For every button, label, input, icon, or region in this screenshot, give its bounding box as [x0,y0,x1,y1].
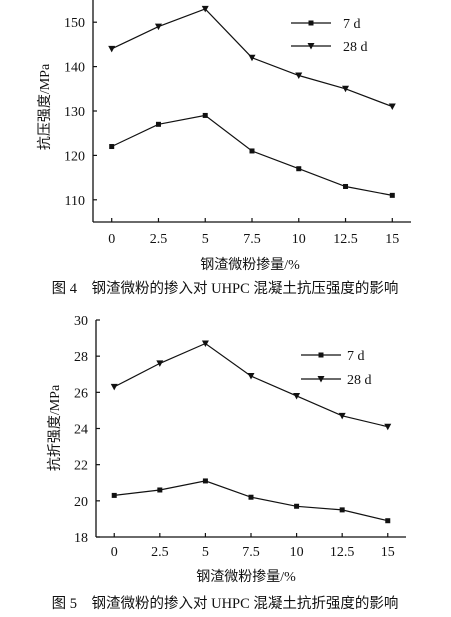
fig5-point-7d [339,507,345,513]
fig4-y-tick-label: 150 [64,16,85,31]
fig5-point-7d [385,518,391,524]
fig4-x-tick-label: 7.5 [243,232,261,247]
fig5-x-tick-label: 7.5 [242,545,260,560]
fig4-legend-label-7d: 7 d [343,17,361,32]
fig5-ticks: 0 2.5 5 7.5 10 12.5 15 18 20 22 24 26 28 30 [74,314,395,560]
fig5-x-tick-label: 5 [202,545,209,560]
fig5-x-axis-label: 钢渣微粉掺量/% [196,568,296,585]
fig4-y-tick-label: 140 [64,61,85,76]
fig5-y-axis-label: 抗折强度/MPa [47,384,63,471]
fig5-y-tick-label: 24 [74,423,88,438]
fig5-series-layer [110,340,392,524]
fig5-legend-marker-28d [317,376,325,383]
figure-4-compressive-strength: 0 2.5 5 7.5 10 12.5 15 110 120 130 140 150 抗压强度/MPa… [37,0,411,297]
fig4-y-tick-label: 120 [64,149,85,164]
fig5-point-28d [247,373,255,380]
fig5-legend-label-7d: 7 d [347,349,365,364]
fig5-point-28d [384,423,392,431]
fig4-x-tick-label: 10 [292,232,306,247]
fig4-point-7d [249,148,255,154]
fig4-series-line-7d [111,114,393,196]
fig5-y-tick-label: 20 [74,495,88,510]
fig5-x-tick-label: 10 [290,545,304,560]
fig4-x-tick-label: 5 [202,232,209,247]
fig5-point-7d [202,478,208,484]
fig5-x-tick-label: 12.5 [330,545,355,560]
fig4-legend-marker-7d [308,20,314,26]
fig4-point-28d [154,23,162,31]
fig4-x-tick-label: 0 [108,232,115,247]
fig4-x-tick-label: 12.5 [333,232,358,247]
fig4-point-7d [343,183,349,189]
fig4-point-7d [109,144,115,150]
fig5-y-tick-label: 22 [74,459,88,474]
fig5-y-tick-label: 28 [74,350,88,365]
fig4-point-7d [389,192,395,198]
fig4-point-28d [295,72,303,79]
fig4-x-axis-label: 钢渣微粉掺量/% [200,256,300,273]
fig4-x-tick-label: 15 [385,232,399,247]
fig5-y-tick-label: 30 [74,314,88,329]
fig5-x-tick-label: 0 [111,545,118,560]
fig4-legend: 7 d 28 d [291,17,368,55]
fig4-y-tick-label: 110 [65,194,85,209]
fig5-x-tick-label: 15 [381,545,395,560]
fig4-series-layer [108,5,396,198]
fig4-x-tick-label: 2.5 [150,232,168,247]
fig5-legend-marker-7d [318,352,324,358]
fig4-y-tick-label: 130 [64,105,85,120]
fig4-point-28d [388,103,396,111]
fig5-legend: 7 d 28 d [301,349,372,388]
fig5-point-7d [157,487,163,493]
fig5-point-28d [156,360,164,367]
fig5-point-28d [338,412,346,420]
fig5-point-7d [294,503,300,509]
fig4-legend-label-28d: 28 d [343,40,368,55]
fig5-y-tick-label: 26 [74,386,88,401]
fig4-caption: 图 4 钢渣微粉的掺入对 UHPC 混凝土抗压强度的影响 [52,280,399,297]
fig4-y-axis-label: 抗压强度/MPa [37,63,53,150]
fig5-point-28d [201,340,209,348]
fig5-caption: 图 5 钢渣微粉的掺入对 UHPC 混凝土抗折强度的影响 [52,595,399,612]
fig5-legend-label-28d: 28 d [347,373,372,388]
fig4-point-7d [155,121,161,127]
fig4-point-28d [201,5,209,13]
fig4-point-28d [342,85,350,93]
fig5-series-line-7d [114,480,388,522]
fig4-legend-marker-28d [307,43,315,50]
fig5-y-tick-label: 18 [74,531,88,546]
fig4-ticks: 0 2.5 5 7.5 10 12.5 15 110 120 130 140 150 [64,16,399,247]
fig4-point-28d [108,45,116,53]
fig4-point-7d [202,112,208,118]
fig5-point-28d [293,392,301,400]
fig5-point-7d [248,494,254,500]
fig5-point-7d [111,492,117,498]
fig4-point-28d [248,54,256,62]
fig5-point-28d [110,383,118,391]
fig4-point-7d [296,166,302,172]
fig5-x-tick-label: 2.5 [151,545,169,560]
